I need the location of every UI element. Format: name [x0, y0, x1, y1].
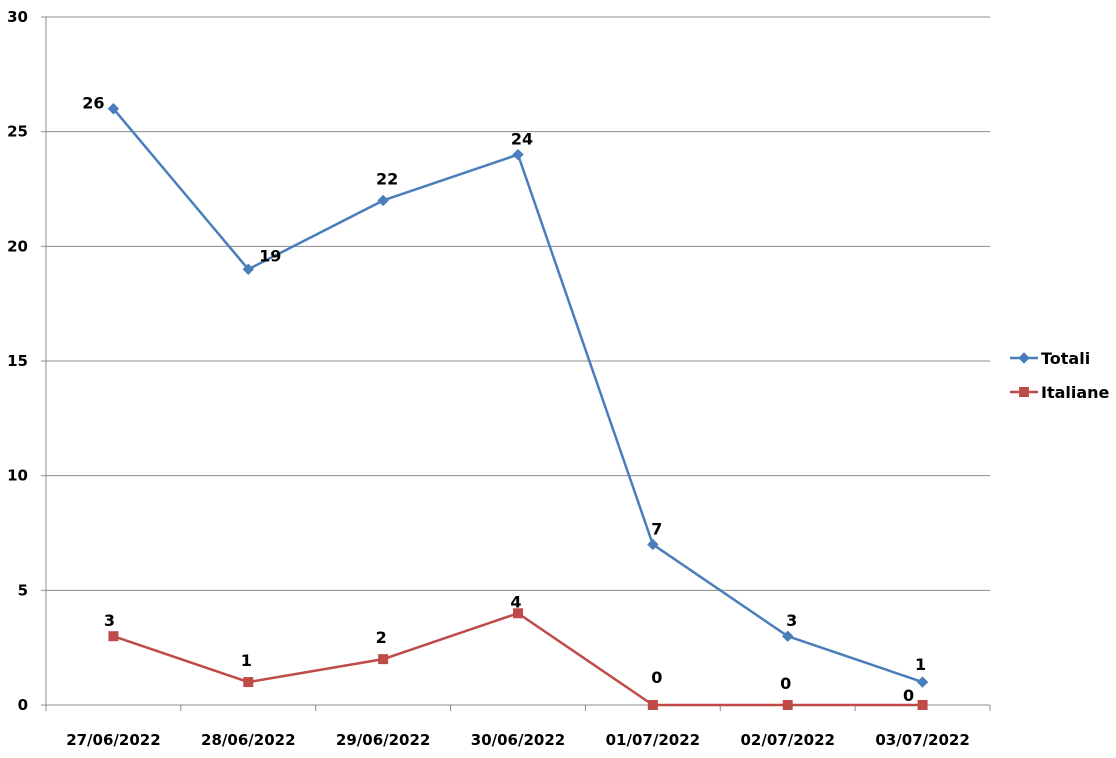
y-tick-label: 10 [7, 467, 28, 485]
data-point-italiane [647, 700, 658, 710]
y-tick-label: 5 [18, 581, 28, 599]
x-tick-label: 01/07/2022 [606, 731, 700, 749]
legend-label-italiane: Italiane [1041, 383, 1110, 402]
y-tick-label: 0 [18, 696, 28, 714]
x-tick-label: 29/06/2022 [336, 731, 430, 749]
x-tick-label: 30/06/2022 [471, 731, 565, 749]
data-label-totali: 3 [786, 611, 797, 630]
data-point-italiane [513, 608, 523, 619]
data-label-totali: 22 [376, 169, 398, 188]
y-tick-label: 15 [7, 352, 28, 370]
series-group [107, 103, 929, 710]
x-tick-label: 28/06/2022 [201, 731, 295, 749]
y-tick-label: 30 [7, 8, 28, 26]
x-tick-label: 03/07/2022 [875, 731, 969, 749]
y-tick-label: 20 [7, 237, 28, 255]
data-label-totali: 7 [651, 519, 662, 538]
legend-label-totali: Totali [1041, 349, 1090, 368]
legend-marker-italiane [1019, 387, 1029, 397]
x-tick-label: 02/07/2022 [740, 731, 834, 749]
x-tick-label: 27/06/2022 [66, 731, 160, 749]
data-point-totali [647, 538, 659, 551]
data-point-totali [916, 676, 929, 688]
series-line-italiane [113, 612, 923, 707]
data-point-totali [377, 194, 389, 207]
data-label-italiane: 1 [241, 651, 252, 670]
gridlines [46, 16, 990, 591]
data-label-totali: 19 [259, 246, 281, 265]
data-label-totali: 1 [915, 655, 926, 674]
legend-marker-totali [1018, 352, 1030, 364]
data-label-totali: 26 [82, 94, 104, 113]
data-point-totali [242, 263, 254, 275]
data-point-italiane [108, 631, 119, 642]
data-label-italiane: 2 [376, 628, 387, 647]
data-point-totali [782, 630, 794, 642]
data-point-italiane [243, 677, 254, 688]
y-tick-label: 25 [7, 123, 28, 141]
data-label-italiane: 4 [510, 592, 521, 611]
data-label-italiane: 0 [903, 686, 914, 705]
data-label-italiane: 0 [780, 674, 791, 693]
data-label-totali: 24 [511, 130, 533, 149]
data-point-italiane [917, 700, 928, 710]
data-label-italiane: 0 [651, 668, 662, 687]
data-point-italiane [782, 700, 793, 710]
legend: Totali Italiane [1010, 349, 1110, 402]
data-point-totali [107, 103, 120, 115]
data-point-italiane [378, 654, 389, 665]
data-point-totali [512, 148, 524, 161]
data-label-italiane: 3 [104, 611, 115, 630]
